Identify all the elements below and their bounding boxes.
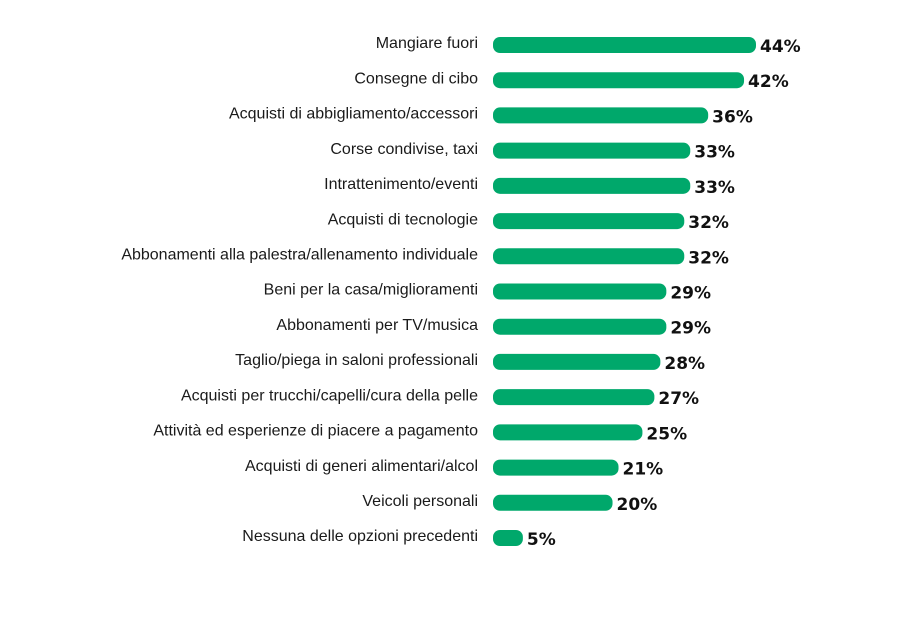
bar xyxy=(493,107,709,124)
value-label: 42% xyxy=(748,72,789,92)
value-label: 5% xyxy=(527,530,556,550)
value-label: 20% xyxy=(617,495,658,515)
bar xyxy=(493,424,643,441)
value-label: 27% xyxy=(658,389,699,409)
bar xyxy=(493,353,661,370)
bar xyxy=(493,318,667,335)
category-label: Intrattenimento/eventi xyxy=(324,176,478,193)
value-label: 33% xyxy=(694,143,735,163)
category-label: Veicoli personali xyxy=(362,493,478,510)
value-label: 32% xyxy=(688,213,729,233)
bar xyxy=(493,530,523,546)
category-label: Acquisti di tecnologie xyxy=(328,211,478,228)
category-label: Corse condivise, taxi xyxy=(330,141,478,158)
category-label: Abbonamenti per TV/musica xyxy=(276,317,478,334)
category-label: Mangiare fuori xyxy=(376,35,478,52)
value-label: 28% xyxy=(664,354,705,374)
value-label: 21% xyxy=(623,460,664,480)
value-label: 29% xyxy=(670,319,711,339)
bar xyxy=(493,213,685,230)
bar xyxy=(493,283,667,300)
value-label: 25% xyxy=(646,424,687,444)
category-label: Abbonamenti alla palestra/allenamento in… xyxy=(121,247,478,264)
bar xyxy=(493,37,756,53)
category-label: Acquisti di abbigliamento/accessori xyxy=(229,106,478,123)
category-label: Taglio/piega in saloni professionali xyxy=(235,352,478,369)
value-label: 44% xyxy=(760,37,801,57)
bar xyxy=(493,459,619,476)
bar xyxy=(493,494,613,511)
value-label: 36% xyxy=(712,107,753,127)
bar xyxy=(493,177,691,194)
value-label: 29% xyxy=(670,284,711,304)
category-label: Beni per la casa/miglioramenti xyxy=(264,282,478,299)
bar xyxy=(493,142,691,159)
category-label: Consegne di cibo xyxy=(354,70,478,87)
bars-layer: Mangiare fuori 44% Consegne di cibo 42% Acqu… xyxy=(121,35,800,550)
category-label: Acquisti per trucchi/capelli/cura della … xyxy=(181,387,478,404)
value-label: 32% xyxy=(688,248,729,268)
bar xyxy=(493,72,745,89)
category-label: Acquisti di generi alimentari/alcol xyxy=(245,458,478,475)
category-label: Nessuna delle opzioni precedenti xyxy=(242,528,478,545)
bar xyxy=(493,389,655,406)
bar xyxy=(493,248,685,265)
category-label: Attività ed esperienze di piacere a paga… xyxy=(153,423,478,440)
value-label: 33% xyxy=(694,178,735,198)
